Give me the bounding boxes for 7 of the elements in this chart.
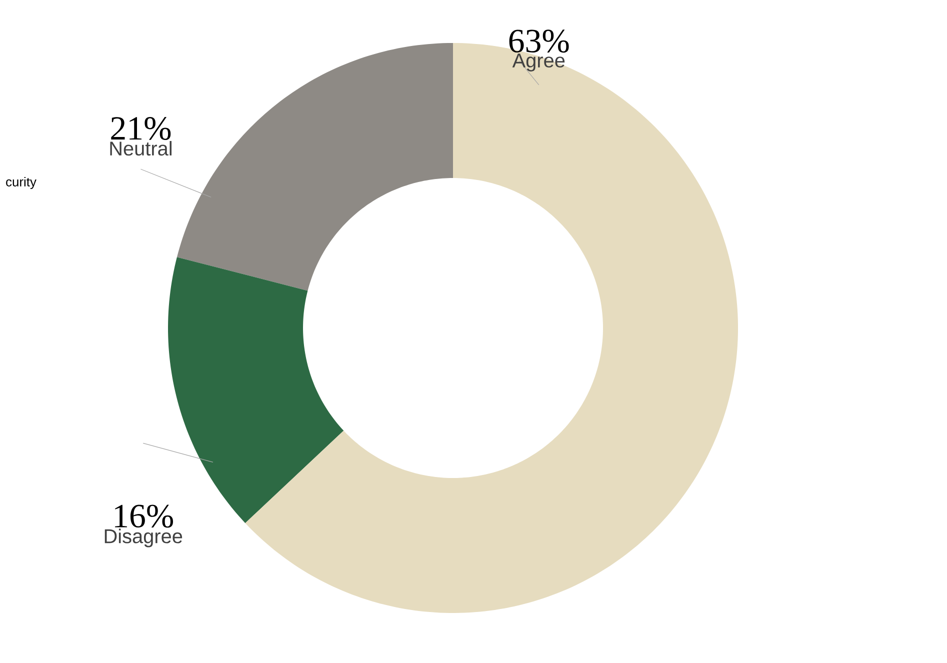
slice-label: Neutral [110, 140, 172, 156]
data-label: 63% [509, 30, 569, 53]
slice-label: Agree [512, 54, 565, 72]
data-label: 16% [115, 504, 174, 528]
data-label: 21% [111, 117, 171, 140]
text: curity [6, 176, 36, 190]
slice-label: Disagree [104, 528, 182, 548]
